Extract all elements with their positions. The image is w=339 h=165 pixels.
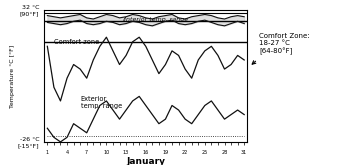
Text: Exterior
temp. range: Exterior temp. range — [81, 96, 122, 109]
Y-axis label: Temperature °C [°F]: Temperature °C [°F] — [10, 44, 15, 108]
X-axis label: January: January — [126, 157, 165, 165]
Text: Comfort zone: Comfort zone — [54, 39, 99, 45]
Text: /Interior temp. range: /Interior temp. range — [123, 17, 189, 22]
Text: Comfort Zone:
18-27 °C
[64-80°F]: Comfort Zone: 18-27 °C [64-80°F] — [259, 33, 310, 55]
